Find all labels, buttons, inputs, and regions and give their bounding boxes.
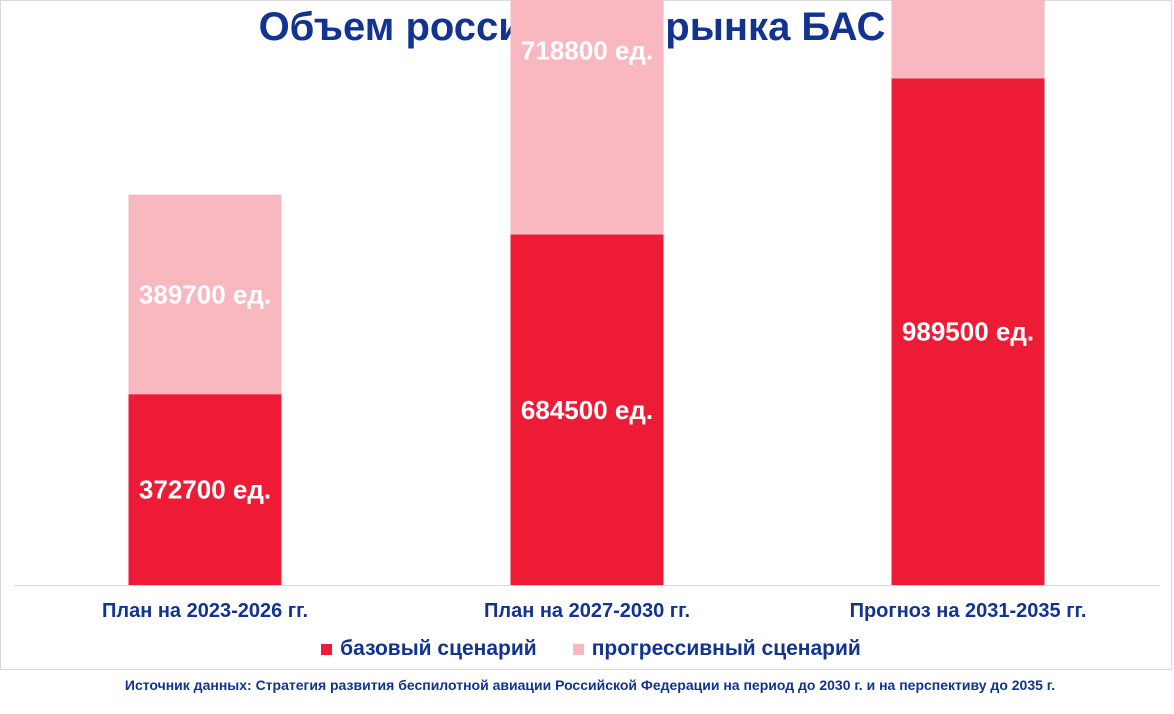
- stacked-bar-chart: 372700 ед. 389700 ед. План на 2023-2026 гг…: [14, 0, 1160, 622]
- legend-label-progressive: прогрессивный сценарий: [591, 637, 861, 660]
- data-label-progressive-0: 389700 ед.: [139, 279, 271, 309]
- legend-swatch-progressive: [572, 643, 584, 655]
- data-label-base-1: 684500 ед.: [521, 395, 653, 425]
- bar-base-2: [891, 78, 1045, 585]
- legend: базовый сценарий прогрессивный сценарий: [0, 634, 1174, 664]
- data-label-base-2: 989500 ед.: [902, 317, 1034, 347]
- bar-progressive-0: [128, 194, 282, 395]
- category-label-1: План на 2027-2030 гг.: [484, 600, 690, 622]
- category-label-2: Прогноз на 2031-2035 гг.: [850, 600, 1087, 622]
- data-label-base-0: 372700 ед.: [139, 475, 271, 505]
- legend-label-base: базовый сценарий: [340, 637, 537, 660]
- legend-swatch-base: [321, 643, 333, 655]
- bar-base-0: [128, 394, 282, 585]
- legend-item-progressive: прогрессивный сценарий: [572, 637, 861, 661]
- legend-item-base: базовый сценарий: [321, 637, 537, 661]
- source-note: Источник данных: Стратегия развития бесп…: [124, 677, 1056, 693]
- bar-base-1: [510, 234, 664, 585]
- data-label-progressive-1: 718800 ед.: [521, 36, 653, 66]
- bar-progressive-1: [510, 0, 664, 235]
- bar-progressive-2: [891, 0, 1045, 79]
- category-label-0: План на 2023-2026 гг.: [102, 600, 308, 622]
